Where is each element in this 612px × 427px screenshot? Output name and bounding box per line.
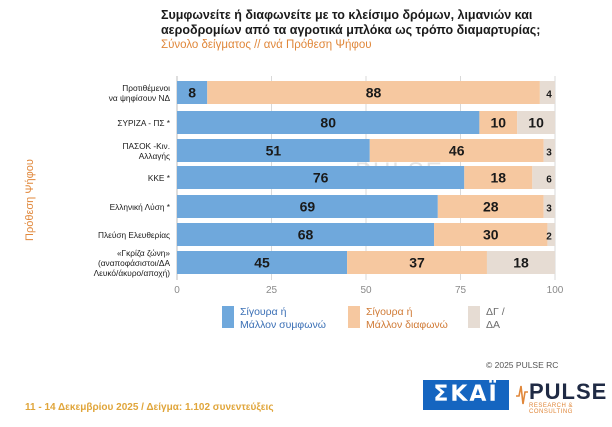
row-label-line: (αναποφάσιστοι/ΔΑ bbox=[98, 257, 170, 268]
legend-swatch-agree bbox=[222, 306, 234, 328]
skai-logo: ΣΚΑΪ bbox=[423, 380, 509, 410]
data-label: 18 bbox=[513, 255, 529, 271]
legend-label-disagree: Σίγουρα ή Μάλλον διαφωνώ bbox=[366, 306, 448, 332]
bar-segment bbox=[207, 81, 540, 104]
bar-segment bbox=[347, 251, 487, 274]
copyright: © 2025 PULSE RC bbox=[486, 360, 559, 370]
data-label: 69 bbox=[300, 199, 316, 215]
row-label: Προτιθέμενοι να ψηφίσουν ΝΔ bbox=[12, 83, 170, 103]
row-label: Ελληνική Λύση * bbox=[12, 202, 170, 212]
row-label: Πλεύση Ελευθερίας bbox=[12, 230, 170, 240]
bar-segment bbox=[437, 195, 544, 218]
pulse-logo-text: PULSE bbox=[529, 379, 608, 404]
data-label: 76 bbox=[313, 170, 329, 186]
bar-segment bbox=[479, 111, 518, 134]
bar-segment bbox=[517, 111, 555, 134]
bar-segment bbox=[177, 139, 370, 162]
data-label: 6 bbox=[546, 175, 552, 186]
pulse-logo-subtitle: RESEARCH & CONSULTING bbox=[529, 403, 574, 415]
x-tick-label: 25 bbox=[266, 285, 278, 296]
data-label: 28 bbox=[483, 199, 499, 215]
row-label-line: Λευκό/άκυρο/αποχή) bbox=[93, 267, 170, 278]
pulse-wave-icon bbox=[516, 385, 528, 405]
row-label-line: Ελληνική Λύση * bbox=[109, 201, 170, 212]
legend-label-agree-line1: Σίγουρα ή bbox=[240, 306, 287, 318]
x-tick-label: 100 bbox=[547, 285, 564, 296]
data-label: 45 bbox=[254, 255, 270, 271]
data-label: 18 bbox=[491, 170, 507, 186]
bar-segment bbox=[177, 195, 438, 218]
row-label: ΠΑΣΟΚ -Κιν. Αλλαγής bbox=[12, 141, 170, 161]
data-label: 80 bbox=[320, 115, 336, 131]
row-label: «Γκρίζα ζώνη» (αναποφάσιστοι/ΔΑ Λευκό/άκυρ… bbox=[12, 248, 170, 278]
data-label: 88 bbox=[366, 85, 382, 101]
row-label-line: Αλλαγής bbox=[138, 150, 170, 161]
row-label-line: Προτιθέμενοι bbox=[122, 82, 170, 93]
data-label: 37 bbox=[409, 255, 425, 271]
bar-segment bbox=[177, 111, 480, 134]
bar-segment bbox=[434, 223, 548, 246]
legend-label-agree: Σίγουρα ή Μάλλον συμφωνώ bbox=[240, 306, 326, 332]
x-tick-label: 75 bbox=[455, 285, 467, 296]
skai-logo-text: ΣΚΑΪ bbox=[433, 382, 499, 407]
data-label: 10 bbox=[528, 115, 544, 131]
data-label: 3 bbox=[546, 204, 552, 215]
x-tick-label: 0 bbox=[174, 285, 180, 296]
data-label: 30 bbox=[483, 227, 499, 243]
data-label: 4 bbox=[546, 90, 552, 101]
chart-subtitle: Σύνολο δείγματος // ανά Πρόθεση Ψήφου bbox=[161, 39, 372, 51]
bar-segment bbox=[547, 223, 555, 246]
data-label: 3 bbox=[546, 148, 552, 159]
legend-label-agree-line2: Μάλλον συμφωνώ bbox=[240, 319, 326, 331]
data-label: 68 bbox=[298, 227, 314, 243]
data-label: 8 bbox=[188, 85, 196, 101]
bar-segment bbox=[177, 166, 465, 189]
data-label: 51 bbox=[266, 143, 282, 159]
row-label-line: ΚΚΕ * bbox=[147, 172, 170, 183]
legend-label-dk: ΔΓ / ΔΑ bbox=[486, 306, 505, 332]
bar-segment bbox=[177, 251, 348, 274]
bar-segment bbox=[177, 81, 208, 104]
legend-label-dk-line1: ΔΓ / bbox=[486, 306, 505, 318]
x-tick-label: 50 bbox=[360, 285, 372, 296]
bar-segment bbox=[539, 81, 555, 104]
row-label-line: ΣΥΡΙΖΑ - ΠΣ * bbox=[117, 117, 170, 128]
row-label-line: Πλεύση Ελευθερίας bbox=[97, 229, 170, 240]
row-label-line: να ψηφίσουν ΝΔ bbox=[108, 92, 170, 103]
chart-title: Συμφωνείτε ή διαφωνείτε με το κλείσιμο δ… bbox=[161, 8, 541, 37]
legend-swatch-dk bbox=[468, 306, 480, 328]
footer-note: 11 - 14 Δεκεμβρίου 2025 / Δείγμα: 1.102 … bbox=[25, 402, 274, 413]
legend-label-disagree-line2: Μάλλον διαφωνώ bbox=[366, 319, 448, 331]
row-label-line: ΠΑΣΟΚ -Κιν. bbox=[122, 140, 170, 151]
bar-segment bbox=[369, 139, 544, 162]
data-label: 2 bbox=[546, 232, 552, 243]
bar-segment bbox=[486, 251, 555, 274]
legend-label-dk-line2: ΔΑ bbox=[486, 319, 501, 331]
row-label: ΣΥΡΙΖΑ - ΠΣ * bbox=[12, 118, 170, 128]
legend-label-disagree-line1: Σίγουρα ή bbox=[366, 306, 413, 318]
bar-segment bbox=[177, 223, 435, 246]
row-label: ΚΚΕ * bbox=[12, 173, 170, 183]
row-label-line: «Γκρίζα ζώνη» bbox=[116, 247, 170, 258]
bar-segment bbox=[543, 139, 555, 162]
legend-swatch-disagree bbox=[348, 306, 360, 328]
data-label: 10 bbox=[491, 115, 507, 131]
bar-segment bbox=[532, 166, 555, 189]
data-label: 46 bbox=[449, 143, 465, 159]
bar-segment bbox=[543, 195, 555, 218]
bar-segment bbox=[464, 166, 533, 189]
